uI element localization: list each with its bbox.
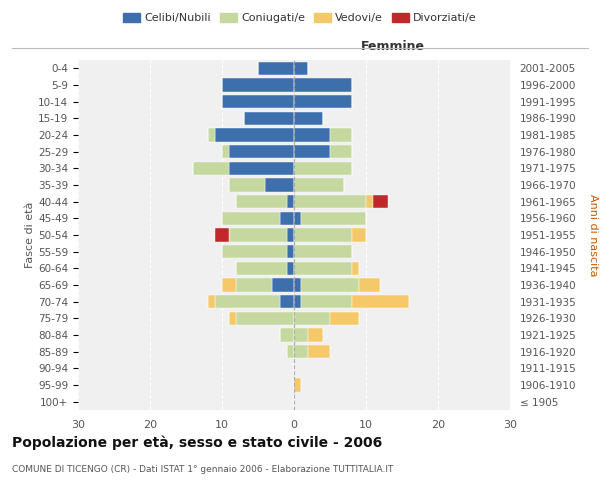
Y-axis label: Fasce di età: Fasce di età bbox=[25, 202, 35, 268]
Bar bbox=[280, 295, 294, 308]
Bar bbox=[222, 212, 280, 225]
Bar bbox=[294, 145, 330, 158]
Bar bbox=[330, 128, 352, 141]
Bar bbox=[287, 195, 294, 208]
Bar bbox=[294, 62, 308, 75]
Bar bbox=[308, 345, 330, 358]
Bar bbox=[294, 295, 301, 308]
Bar bbox=[236, 312, 294, 325]
Bar bbox=[229, 178, 265, 192]
Bar bbox=[287, 245, 294, 258]
Bar bbox=[215, 295, 280, 308]
Bar bbox=[301, 278, 359, 291]
Bar bbox=[208, 128, 215, 141]
Bar bbox=[294, 245, 352, 258]
Bar bbox=[330, 145, 352, 158]
Bar bbox=[294, 328, 308, 342]
Bar bbox=[294, 278, 301, 291]
Bar bbox=[294, 178, 344, 192]
Bar bbox=[359, 278, 380, 291]
Bar bbox=[287, 228, 294, 241]
Bar bbox=[229, 162, 294, 175]
Bar bbox=[272, 278, 294, 291]
Bar bbox=[294, 128, 330, 141]
Bar bbox=[352, 295, 409, 308]
Bar bbox=[352, 262, 359, 275]
Bar bbox=[294, 195, 366, 208]
Bar bbox=[229, 145, 294, 158]
Bar bbox=[294, 112, 323, 125]
Bar bbox=[265, 178, 294, 192]
Bar bbox=[236, 278, 272, 291]
Bar bbox=[294, 78, 352, 92]
Bar bbox=[287, 345, 294, 358]
Bar bbox=[229, 228, 287, 241]
Bar bbox=[280, 328, 294, 342]
Text: Femmine: Femmine bbox=[361, 40, 425, 53]
Bar bbox=[222, 145, 229, 158]
Bar bbox=[258, 62, 294, 75]
Bar bbox=[222, 78, 294, 92]
Bar bbox=[294, 228, 352, 241]
Bar bbox=[294, 162, 352, 175]
Bar bbox=[236, 195, 287, 208]
Bar bbox=[280, 212, 294, 225]
Bar bbox=[244, 112, 294, 125]
Bar bbox=[215, 128, 294, 141]
Text: Popolazione per età, sesso e stato civile - 2006: Popolazione per età, sesso e stato civil… bbox=[12, 435, 382, 450]
Bar bbox=[208, 295, 215, 308]
Text: COMUNE DI TICENGO (CR) - Dati ISTAT 1° gennaio 2006 - Elaborazione TUTTITALIA.IT: COMUNE DI TICENGO (CR) - Dati ISTAT 1° g… bbox=[12, 465, 394, 474]
Bar bbox=[294, 95, 352, 108]
Bar bbox=[222, 95, 294, 108]
Bar bbox=[222, 278, 236, 291]
Bar bbox=[301, 295, 352, 308]
Bar bbox=[222, 245, 287, 258]
Bar bbox=[294, 378, 301, 392]
Bar bbox=[294, 262, 352, 275]
Bar bbox=[366, 195, 373, 208]
Bar bbox=[294, 312, 330, 325]
Bar bbox=[236, 262, 287, 275]
Bar bbox=[352, 228, 366, 241]
Bar bbox=[287, 262, 294, 275]
Bar bbox=[330, 312, 359, 325]
Bar bbox=[229, 312, 236, 325]
Bar bbox=[373, 195, 388, 208]
Bar bbox=[301, 212, 366, 225]
Legend: Celibi/Nubili, Coniugati/e, Vedovi/e, Divorziati/e: Celibi/Nubili, Coniugati/e, Vedovi/e, Di… bbox=[119, 8, 481, 28]
Bar bbox=[308, 328, 323, 342]
Bar bbox=[193, 162, 229, 175]
Bar bbox=[294, 345, 308, 358]
Y-axis label: Anni di nascita: Anni di nascita bbox=[587, 194, 598, 276]
Bar bbox=[294, 212, 301, 225]
Bar bbox=[215, 228, 229, 241]
